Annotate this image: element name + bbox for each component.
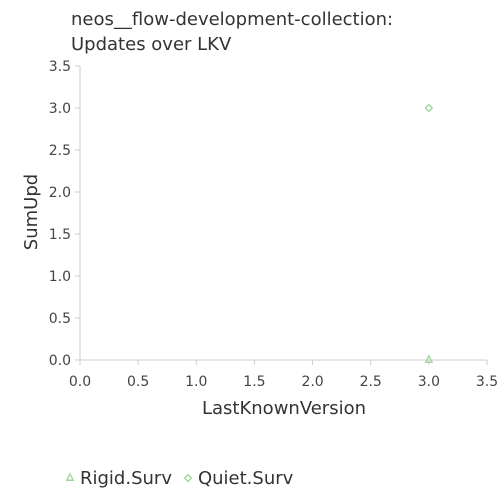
x-tick-label: 0.5 [127, 374, 149, 390]
x-tick-label: 1.0 [185, 374, 207, 390]
chart-title-line-2: Updates over LKV [71, 34, 232, 55]
y-tick-label: 1.0 [49, 269, 71, 285]
x-tick-label: 3.5 [476, 374, 498, 390]
x-tick-label: 3.0 [418, 374, 440, 390]
x-axis-ticks: 0.0 0.5 1.0 1.5 2.0 2.5 3.0 3.5 [69, 360, 498, 390]
y-tick-label: 1.5 [49, 227, 71, 243]
data-points [424, 103, 434, 363]
legend-marker-rigid-surv [65, 472, 75, 481]
legend-label-quiet-surv: Quiet.Surv [198, 468, 294, 489]
x-tick-label: 2.0 [301, 374, 323, 390]
chart-title-line-1: neos__flow-development-collection: [71, 9, 393, 30]
y-tick-label: 3.5 [49, 59, 71, 75]
x-tick-label: 2.5 [360, 374, 382, 390]
y-axis-ticks: 0.0 0.5 1.0 1.5 2.0 2.5 3.0 3.5 [49, 59, 80, 369]
y-tick-label: 3.0 [49, 101, 71, 117]
legend-label-rigid-surv: Rigid.Surv [80, 468, 172, 489]
x-tick-label: 1.5 [243, 374, 265, 390]
data-point-quiet-surv [424, 103, 434, 113]
x-axis-label: LastKnownVersion [202, 398, 366, 419]
legend: Rigid.Surv Quiet.Surv [65, 468, 294, 489]
x-tick-label: 0.0 [69, 374, 91, 390]
y-axis-label: SumUpd [21, 174, 42, 250]
y-tick-label: 2.0 [49, 185, 71, 201]
legend-marker-quiet-surv [183, 473, 193, 483]
y-tick-label: 0.0 [49, 353, 71, 369]
axes [79, 66, 487, 361]
data-point-rigid-surv [424, 354, 434, 363]
y-tick-label: 0.5 [49, 311, 71, 327]
y-tick-label: 2.5 [49, 143, 71, 159]
